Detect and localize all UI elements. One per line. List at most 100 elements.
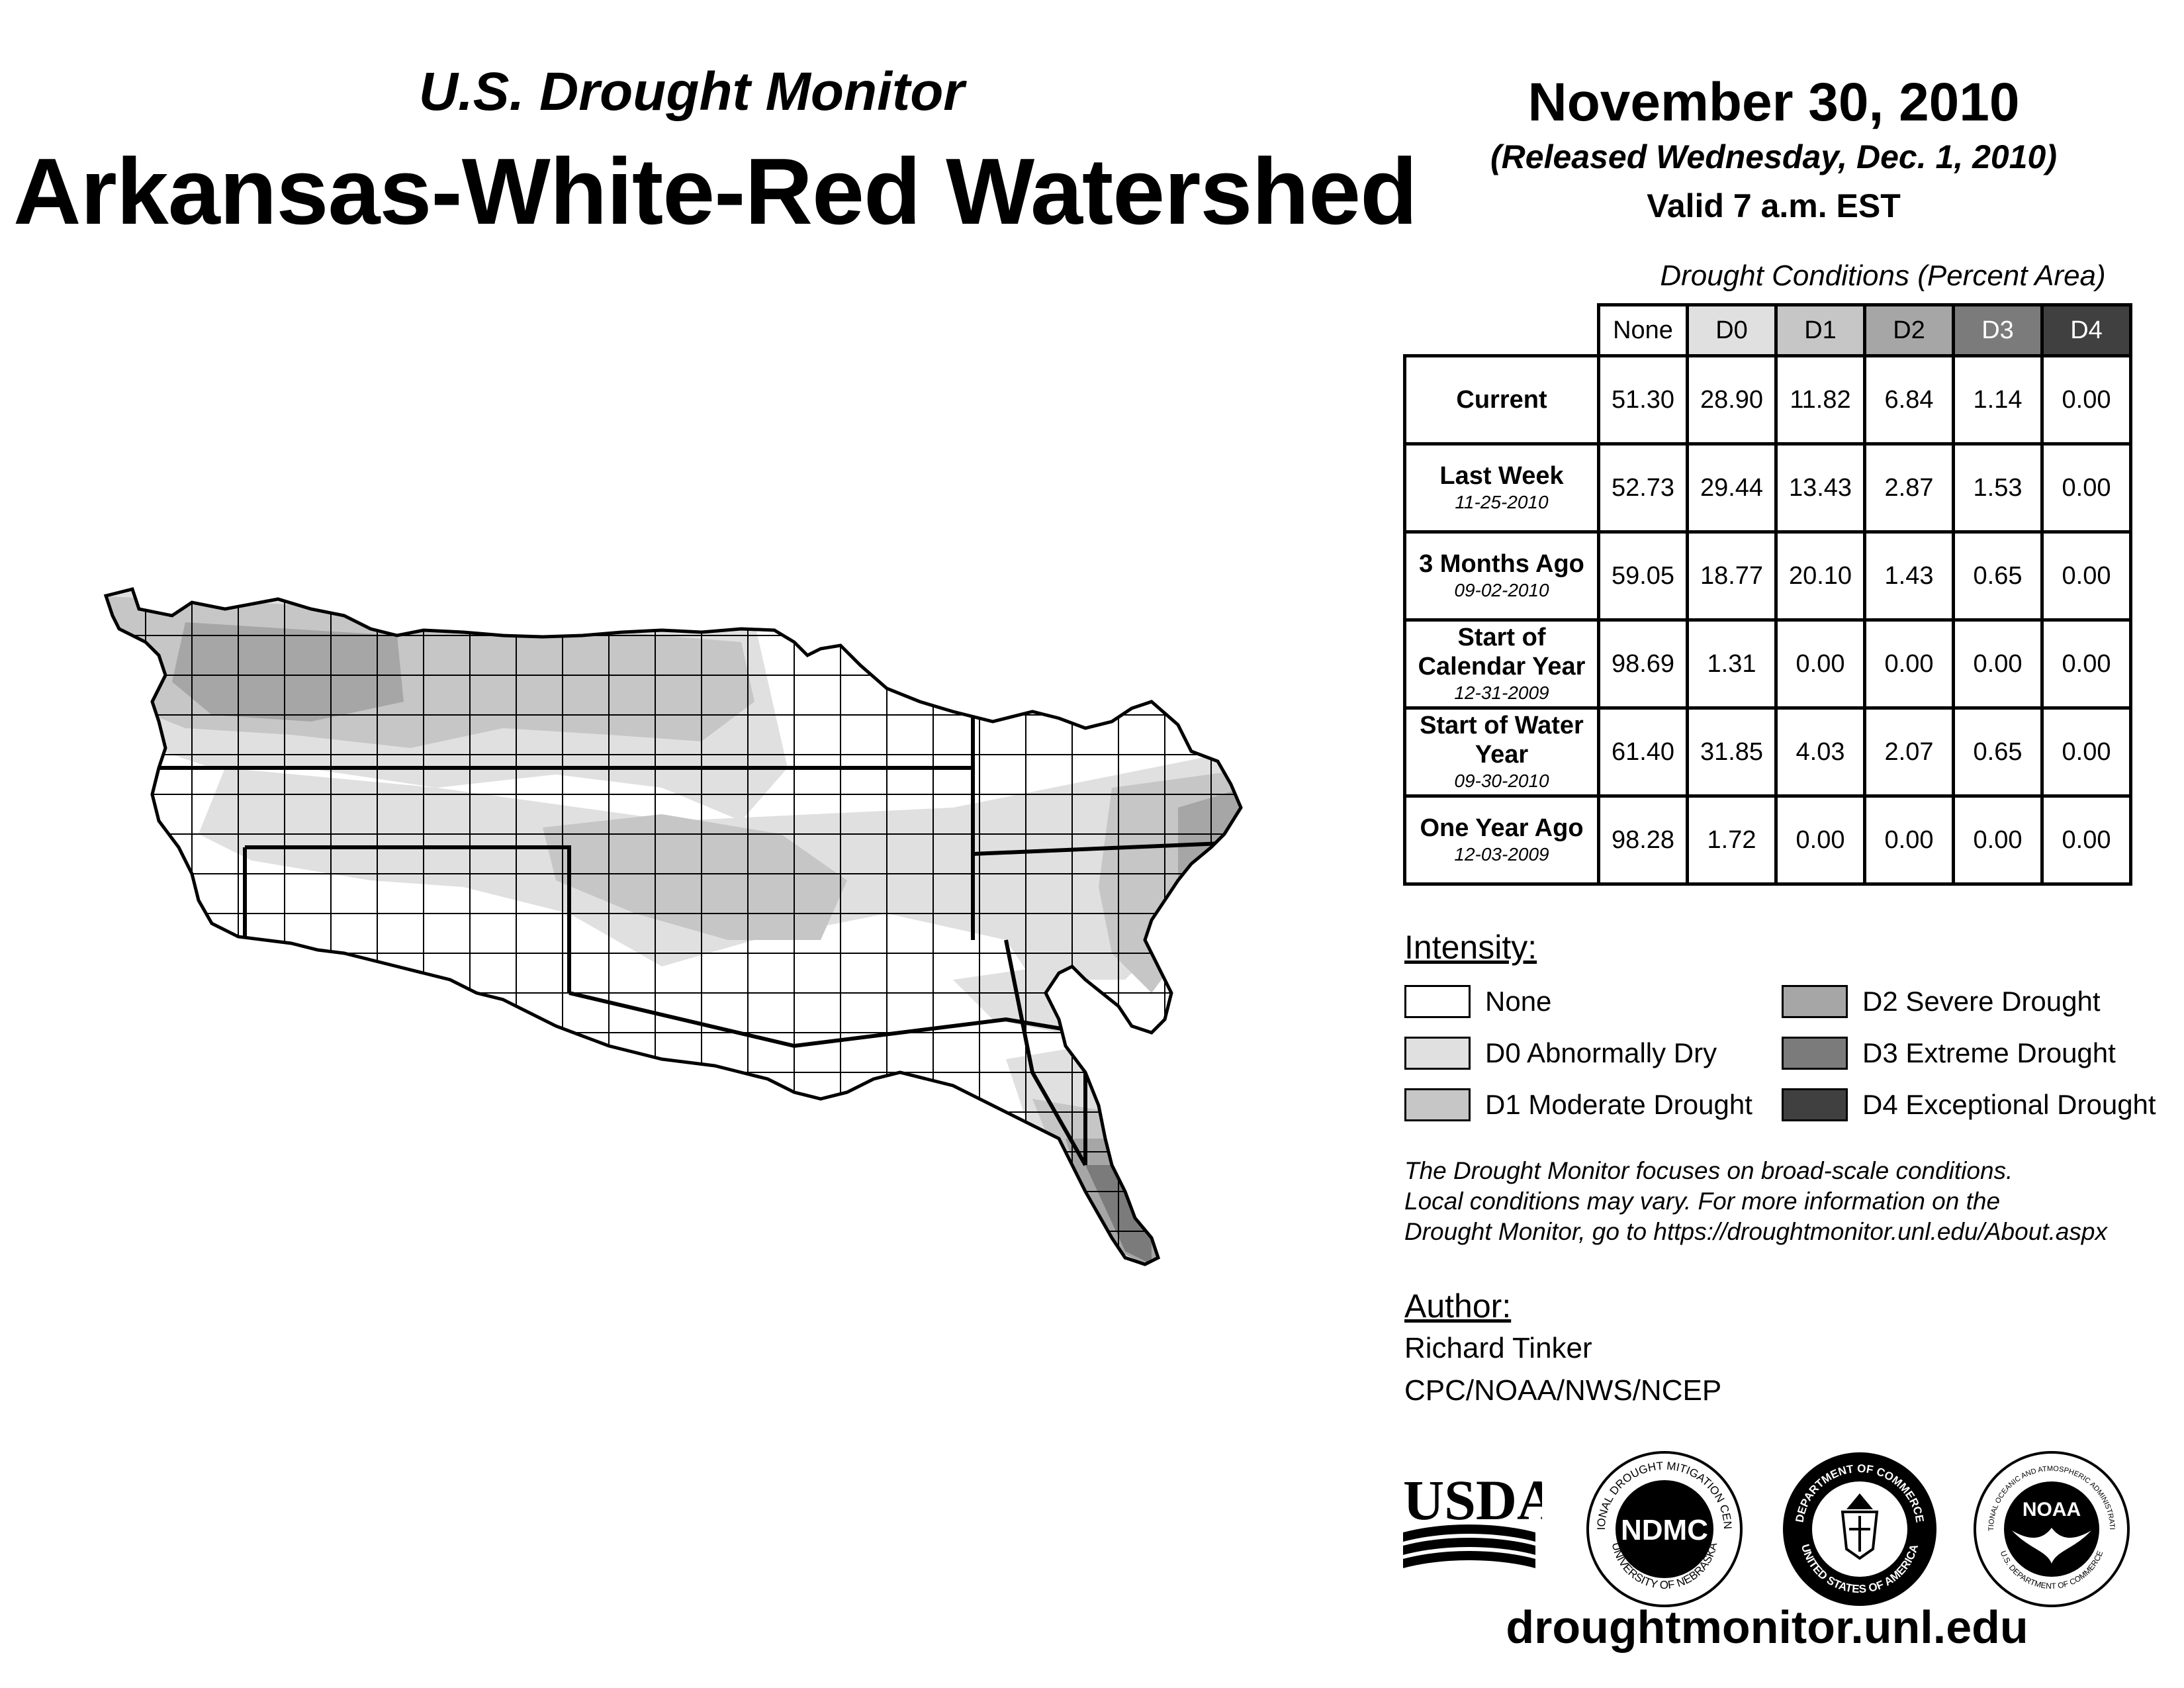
- table-cell: 0.00: [1863, 618, 1955, 710]
- table-cell: 0.00: [2040, 618, 2132, 710]
- col-header-d2: D2: [1863, 303, 1955, 357]
- table-cell: 0.00: [2040, 530, 2132, 622]
- table-cell: 61.40: [1597, 706, 1689, 798]
- table-cell: 4.03: [1774, 706, 1866, 798]
- table-cell: 0.00: [2040, 442, 2132, 534]
- legend-swatch: [1404, 984, 1471, 1018]
- legend-label: D3 Extreme Drought: [1862, 1037, 2116, 1068]
- table-cell: 0.00: [1863, 794, 1955, 886]
- legend-swatch: [1782, 1036, 1848, 1070]
- table-cell: 2.87: [1863, 442, 1955, 534]
- valid-time: Valid 7 a.m. EST: [1647, 187, 1901, 224]
- legend-item-d1: D1 Moderate Drought: [1404, 1084, 1752, 1121]
- row-label: One Year Ago 12-03-2009: [1403, 794, 1600, 886]
- map-subtitle: U.S. Drought Monitor: [418, 62, 965, 122]
- author-name: Richard Tinker: [1404, 1332, 1592, 1364]
- usda-logo: USDA: [1403, 1468, 1542, 1568]
- disclaimer-line: The Drought Monitor focuses on broad-sca…: [1404, 1157, 2013, 1184]
- table-cell: 2.07: [1863, 706, 1955, 798]
- basin-outline: [103, 587, 1243, 1266]
- table-cell: 98.69: [1597, 618, 1689, 710]
- legend-swatch: [1782, 984, 1848, 1018]
- table-cell: 1.31: [1686, 618, 1778, 710]
- legend-item-d0: D0 Abnormally Dry: [1404, 1033, 1717, 1070]
- table-row-current: Current 51.30 28.90 11.82 6.84 1.14 0.00: [1403, 354, 2132, 445]
- table-header-row: None D0 D1 D2 D3 D4: [1405, 303, 2132, 357]
- row-date: 12-31-2009: [1454, 682, 1549, 703]
- table-cell: 1.53: [1952, 442, 2044, 534]
- map-title: Arkansas-White-Red Watershed: [13, 139, 1418, 244]
- map-date: November 30, 2010: [1527, 72, 2020, 132]
- legend-item-d3: D3 Extreme Drought: [1782, 1033, 2116, 1070]
- table-cell: 6.84: [1863, 354, 1955, 445]
- table-cell: 0.00: [1774, 794, 1866, 886]
- table-cell: 0.65: [1952, 530, 2044, 622]
- ndmc-logo-text: NDMC: [1621, 1514, 1708, 1546]
- table-cell: 1.14: [1952, 354, 2044, 445]
- legend-label: None: [1485, 985, 1552, 1017]
- noaa-logo-text: NOAA: [2023, 1499, 2081, 1521]
- legend-label: D0 Abnormally Dry: [1485, 1037, 1717, 1068]
- table-row-last-week: Last Week 11-25-2010 52.73 29.44 13.43 2.…: [1403, 442, 2132, 534]
- table-cell: 20.10: [1774, 530, 1866, 622]
- table-row-start-water-year: Start of Water Year 09-30-2010 61.40 31.8…: [1403, 706, 2132, 798]
- table-row-3-months-ago: 3 Months Ago 09-02-2010 59.05 18.77 20.10…: [1403, 530, 2132, 622]
- table-cell: 51.30: [1597, 354, 1689, 445]
- table-row-start-calendar-year: Start of Calendar Year 12-31-2009 98.69 1…: [1403, 618, 2132, 710]
- table-cell: 11.82: [1774, 354, 1866, 445]
- legend-label: D4 Exceptional Drought: [1862, 1088, 2156, 1120]
- table-cell: 1.72: [1686, 794, 1778, 886]
- table-cell: 13.43: [1774, 442, 1866, 534]
- table-cell: 0.00: [2040, 706, 2132, 798]
- row-date: 09-02-2010: [1454, 580, 1549, 600]
- table-cell: 28.90: [1686, 354, 1778, 445]
- noaa-logo: NATIONAL OCEANIC AND ATMOSPHERIC ADMINIS…: [1972, 1450, 2130, 1607]
- row-date: 09-30-2010: [1454, 771, 1549, 791]
- table-cell: 59.05: [1597, 530, 1689, 622]
- legend-item-none: None: [1404, 981, 1551, 1018]
- col-header-d4: D4: [2040, 303, 2132, 357]
- row-date: 11-25-2010: [1455, 492, 1549, 512]
- table-cell: 98.28: [1597, 794, 1689, 886]
- legend-swatch: [1404, 1036, 1471, 1070]
- table-cell: 0.00: [2040, 794, 2132, 886]
- dept-of-commerce-seal: DEPARTMENT OF COMMERCE UNITED STATES OF …: [1783, 1452, 1936, 1606]
- watershed-map: [103, 587, 1243, 1266]
- table-cell: 18.77: [1686, 530, 1778, 622]
- table-row-one-year-ago: One Year Ago 12-03-2009 98.28 1.72 0.00 0…: [1403, 794, 2132, 886]
- usda-logo-text: USDA: [1403, 1468, 1542, 1532]
- row-label: Start of Water Year 09-30-2010: [1403, 706, 1600, 798]
- row-label: Current: [1403, 354, 1600, 445]
- legend-item-d2: D2 Severe Drought: [1782, 981, 2101, 1018]
- eagle-icon: [1846, 1493, 1873, 1509]
- disclaimer-line: Drought Monitor, go to https://droughtmo…: [1404, 1218, 2107, 1245]
- legend-swatch: [1782, 1088, 1848, 1121]
- legend-item-d4: D4 Exceptional Drought: [1782, 1084, 2156, 1121]
- author-heading: Author:: [1404, 1288, 1512, 1325]
- table-cell: 52.73: [1597, 442, 1689, 534]
- author-org: CPC/NOAA/NWS/NCEP: [1404, 1374, 1722, 1407]
- table-cell: 29.44: [1686, 442, 1778, 534]
- row-label: 3 Months Ago 09-02-2010: [1403, 530, 1600, 622]
- table-cell: 0.65: [1952, 706, 2044, 798]
- table-cell: 0.00: [1774, 618, 1866, 710]
- col-header-none: None: [1597, 303, 1689, 357]
- legend-swatch: [1404, 1088, 1471, 1121]
- legend-label: D1 Moderate Drought: [1485, 1088, 1752, 1120]
- blank-cell: [1405, 305, 1599, 356]
- row-label: Start of Calendar Year 12-31-2009: [1403, 618, 1600, 710]
- disclaimer-line: Local conditions may vary. For more info…: [1404, 1188, 2001, 1215]
- disclaimer: The Drought Monitor focuses on broad-sca…: [1404, 1156, 2165, 1247]
- release-date: (Released Wednesday, Dec. 1, 2010): [1490, 138, 2057, 175]
- website-url[interactable]: droughtmonitor.unl.edu: [1506, 1601, 2028, 1653]
- row-label: Last Week 11-25-2010: [1403, 442, 1600, 534]
- ndmc-logo: NATIONAL DROUGHT MITIGATION CENTER UNIVE…: [1585, 1450, 1743, 1607]
- row-date: 12-03-2009: [1454, 844, 1549, 865]
- col-header-d0: D0: [1686, 303, 1778, 357]
- table-caption: Drought Conditions (Percent Area): [1660, 259, 2106, 292]
- table-cell: 31.85: [1686, 706, 1778, 798]
- intensity-heading: Intensity:: [1404, 929, 1537, 966]
- table-cell: 1.43: [1863, 530, 1955, 622]
- table-cell: 0.00: [1952, 794, 2044, 886]
- table-cell: 0.00: [2040, 354, 2132, 445]
